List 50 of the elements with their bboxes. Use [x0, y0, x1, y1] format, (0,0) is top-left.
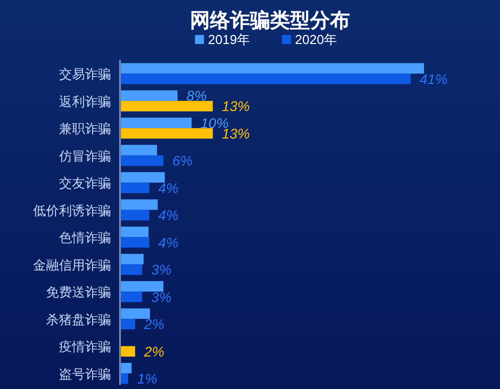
data-label: 8%	[186, 88, 207, 104]
bar	[121, 199, 158, 210]
bar	[121, 264, 142, 275]
y-tick-label: 兼职诈骗	[59, 121, 111, 136]
y-tick-label: 疫情诈骗	[59, 339, 111, 354]
bar	[121, 254, 144, 264]
y-tick-label: 盗号诈骗	[59, 366, 111, 382]
bar	[121, 373, 128, 384]
y-tick-label: 交友诈骗	[59, 176, 111, 191]
y-tick-label: 色情诈骗	[59, 230, 111, 246]
bar	[121, 100, 213, 112]
bar	[121, 237, 150, 248]
bar	[121, 318, 136, 330]
bar	[121, 74, 411, 84]
bar	[121, 172, 165, 183]
bar	[121, 346, 136, 357]
bar	[121, 292, 142, 302]
y-tick-label: 仿冒诈骗	[58, 148, 111, 164]
bar	[121, 155, 164, 166]
bar	[121, 210, 150, 220]
bar	[121, 144, 158, 156]
data-label: 41%	[420, 70, 448, 87]
chart-title: 网络诈骗类型分布	[190, 9, 350, 32]
data-label: 1%	[137, 370, 158, 387]
legend-label: 2019年	[208, 32, 250, 47]
y-tick-label: 金融信用诈骗	[33, 257, 111, 272]
data-label: 3%	[151, 262, 172, 278]
data-label: 6%	[172, 152, 193, 169]
bar	[121, 118, 192, 128]
bar	[121, 63, 424, 74]
bar	[121, 362, 132, 374]
y-tick-label: 返利诈骗	[59, 94, 111, 109]
data-label: 4%	[158, 234, 178, 250]
bar	[121, 308, 150, 319]
data-label: 4%	[158, 180, 178, 196]
bar	[121, 182, 150, 194]
bar	[121, 226, 149, 238]
bar	[121, 281, 164, 292]
legend-label: 2020年	[295, 32, 337, 47]
data-label: 2%	[143, 343, 164, 360]
y-tick-label: 交易诈骗	[59, 66, 111, 82]
data-label: 13%	[222, 98, 250, 114]
bar	[121, 90, 178, 101]
bar	[121, 128, 213, 139]
y-tick-label: 低价利诱诈骗	[33, 202, 111, 218]
data-label: 3%	[151, 288, 172, 305]
data-label: 4%	[158, 207, 178, 224]
y-tick-label: 免费送诈骗	[46, 284, 111, 300]
data-label: 2%	[143, 316, 164, 332]
y-tick-label: 杀猪盘诈骗	[46, 312, 111, 327]
